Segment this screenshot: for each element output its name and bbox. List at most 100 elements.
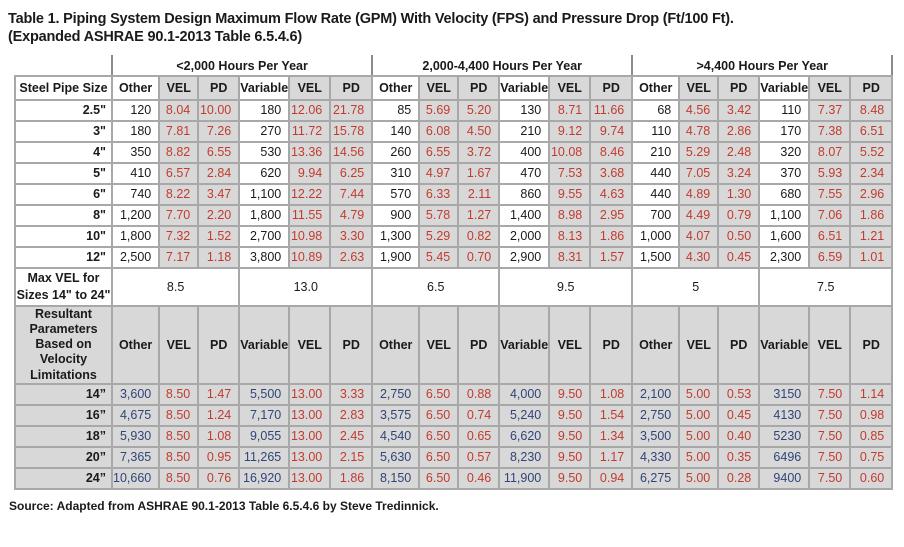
max-vel-value: 6.5	[371, 266, 501, 307]
pd-cell: 3.42	[717, 98, 761, 122]
pd-cell: 0.45	[717, 403, 761, 427]
variable-cell: 1,100	[758, 203, 811, 227]
pd-cell: 15.78	[329, 119, 374, 143]
column-header: PD	[329, 74, 374, 101]
pd-cell: 1.08	[197, 424, 241, 448]
vel-cell: 13.36	[288, 140, 332, 164]
variable-cell: 5230	[758, 424, 811, 448]
vel-cell: 4.49	[678, 203, 720, 227]
other-cell: 1,500	[631, 245, 681, 269]
vel-cell: 7.50	[808, 382, 852, 406]
vel-cell: 10.98	[288, 224, 332, 248]
variable-cell: 110	[758, 98, 811, 122]
vel-cell: 7.55	[808, 182, 852, 206]
column-header: VEL	[158, 304, 200, 385]
vel-cell: 9.94	[288, 161, 332, 185]
pd-cell: 2.84	[197, 161, 241, 185]
variable-cell: 5,500	[238, 382, 291, 406]
vel-cell: 6.55	[418, 140, 460, 164]
pd-cell: 1.27	[457, 203, 501, 227]
variable-cell: 7,170	[238, 403, 291, 427]
pipe-size-label: 4"	[14, 140, 113, 164]
vel-cell: 4.89	[678, 182, 720, 206]
corner-cell	[14, 54, 113, 77]
vel-cell: 10.89	[288, 245, 332, 269]
vel-cell: 6.57	[158, 161, 200, 185]
other-cell: 260	[371, 140, 421, 164]
max-vel-value: 9.5	[498, 266, 634, 307]
pd-cell: 0.76	[197, 466, 241, 490]
max-vel-label: Max VEL for Sizes 14" to 24"	[14, 266, 113, 307]
pd-cell: 0.74	[457, 403, 501, 427]
other-cell: 1,800	[110, 224, 161, 248]
other-cell: 700	[631, 203, 681, 227]
vel-cell: 10.08	[548, 140, 592, 164]
pd-cell: 2.11	[457, 182, 501, 206]
vel-cell: 5.00	[678, 424, 720, 448]
other-cell: 2,500	[110, 245, 161, 269]
vel-cell: 7.32	[158, 224, 200, 248]
variable-cell: 6,620	[498, 424, 551, 448]
other-cell: 8,150	[371, 466, 421, 490]
vel-cell: 6.51	[808, 224, 852, 248]
column-header: VEL	[288, 74, 332, 101]
pd-cell: 21.78	[329, 98, 374, 122]
pd-cell: 0.45	[717, 245, 761, 269]
column-header: VEL	[158, 74, 200, 101]
pipe-row: 10" 1,800 7.32 1.52 2,700 10.98 3.30 1,300 5.29 0…	[14, 224, 894, 248]
column-header: PD	[849, 74, 894, 101]
pipe-size-label: 14”	[14, 382, 113, 406]
column-header: VEL	[288, 304, 332, 385]
other-cell: 310	[371, 161, 421, 185]
vel-cell: 8.50	[158, 445, 200, 469]
vel-cell: 9.50	[548, 403, 592, 427]
resultant-pipe-row: 14” 3,600 8.50 1.47 5,500 13.00 3.33 2,750 6.50 0…	[14, 382, 894, 406]
column-header: Other	[110, 74, 161, 101]
pd-cell: 6.51	[849, 119, 894, 143]
pd-cell: 1.14	[849, 382, 894, 406]
other-cell: 140	[371, 119, 421, 143]
pipe-row: 6" 740 8.22 3.47 1,100 12.22 7.44 570 6.33 2.11 86…	[14, 182, 894, 206]
variable-cell: 170	[758, 119, 811, 143]
vel-cell: 8.98	[548, 203, 592, 227]
vel-cell: 4.97	[418, 161, 460, 185]
vel-cell: 9.50	[548, 382, 592, 406]
vel-cell: 8.07	[808, 140, 852, 164]
vel-cell: 8.04	[158, 98, 200, 122]
column-header: PD	[197, 74, 241, 101]
vel-cell: 6.08	[418, 119, 460, 143]
other-cell: 210	[631, 140, 681, 164]
vel-cell: 6.50	[418, 424, 460, 448]
vel-cell: 4.30	[678, 245, 720, 269]
source-note: Source: Adapted from ASHRAE 90.1-2013 Ta…	[9, 498, 439, 513]
vel-cell: 4.56	[678, 98, 720, 122]
vel-cell: 6.33	[418, 182, 460, 206]
variable-cell: 180	[238, 98, 291, 122]
other-cell: 5,930	[110, 424, 161, 448]
vel-cell: 8.13	[548, 224, 592, 248]
pd-cell: 0.70	[457, 245, 501, 269]
pd-cell: 11.66	[589, 98, 634, 122]
column-header: Variable	[238, 304, 291, 385]
pd-cell: 8.48	[849, 98, 894, 122]
vel-cell: 7.06	[808, 203, 852, 227]
pd-cell: 2.86	[717, 119, 761, 143]
other-cell: 1,000	[631, 224, 681, 248]
vel-cell: 7.38	[808, 119, 852, 143]
pd-cell: 0.79	[717, 203, 761, 227]
pd-cell: 4.63	[589, 182, 634, 206]
other-cell: 4,675	[110, 403, 161, 427]
other-cell: 2,750	[371, 382, 421, 406]
resultant-header-row: Resultant Parameters Based on Velocity L…	[14, 304, 894, 385]
variable-cell: 2,700	[238, 224, 291, 248]
pd-cell: 1.52	[197, 224, 241, 248]
other-cell: 570	[371, 182, 421, 206]
pipe-size-label: 24”	[14, 466, 113, 490]
pipe-row: 2.5" 120 8.04 10.00 180 12.06 21.78 85 5.69 5.20 1…	[14, 98, 894, 122]
pd-cell: 2.83	[329, 403, 374, 427]
pd-cell: 2.48	[717, 140, 761, 164]
pd-cell: 3.30	[329, 224, 374, 248]
column-header: Variable	[238, 74, 291, 101]
column-header: VEL	[808, 74, 852, 101]
vel-cell: 6.50	[418, 403, 460, 427]
